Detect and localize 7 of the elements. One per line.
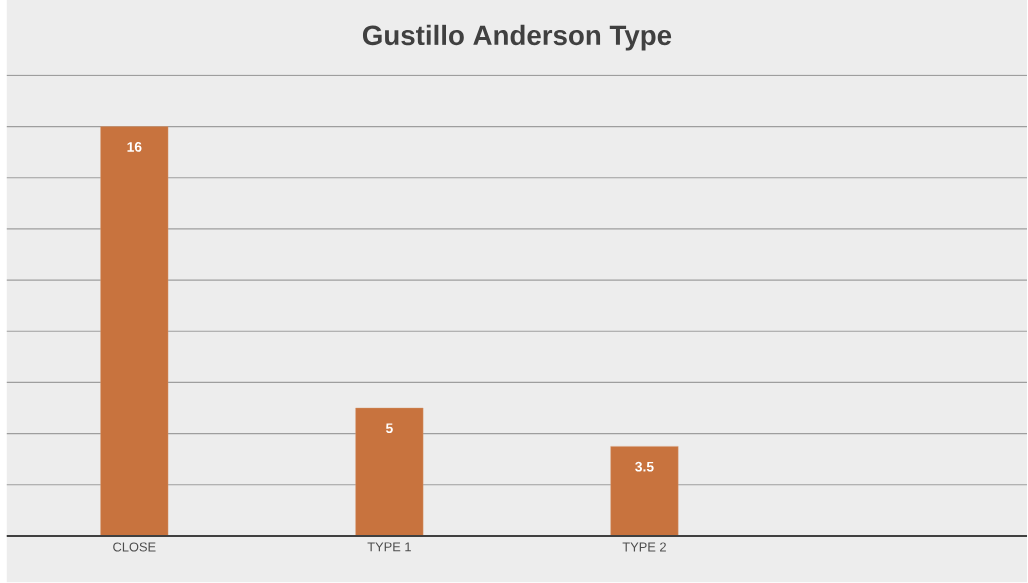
x-tick-label: TYPE 1: [367, 542, 411, 552]
data-label: 5: [385, 423, 393, 434]
data-label: 16: [127, 142, 142, 152]
x-tick-label: CLOSE: [113, 542, 156, 552]
data-label: 3.5: [635, 461, 654, 472]
chart-title: Gustillo Anderson Type: [362, 25, 672, 51]
x-tick-label: TYPE 2: [622, 542, 666, 552]
